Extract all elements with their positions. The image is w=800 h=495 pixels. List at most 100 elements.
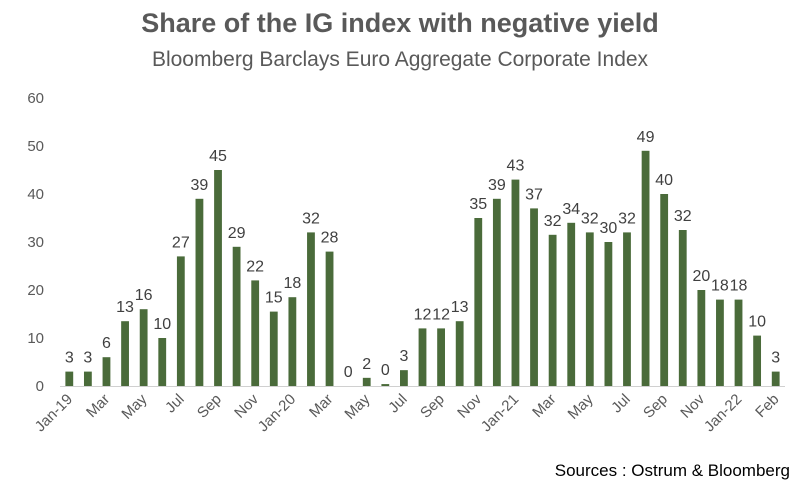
bar xyxy=(585,232,594,386)
bar xyxy=(641,150,650,386)
data-label: 32 xyxy=(302,210,320,227)
bar xyxy=(195,198,204,386)
bar xyxy=(660,194,669,386)
bar xyxy=(83,371,92,386)
x-tick-label: Mar xyxy=(83,391,113,421)
x-tick-label: Mar xyxy=(306,391,336,421)
x-tick-label: Sep xyxy=(194,391,225,422)
bar xyxy=(511,179,520,386)
bar xyxy=(139,309,148,386)
bar xyxy=(437,328,445,386)
bar xyxy=(251,280,260,386)
bar xyxy=(176,256,185,386)
bar xyxy=(214,170,222,386)
data-label: 3 xyxy=(399,348,408,365)
data-label: 18 xyxy=(711,278,729,295)
bar xyxy=(492,198,501,386)
x-tick-label: Nov xyxy=(231,390,262,421)
data-label: 20 xyxy=(692,268,710,285)
data-label: 3 xyxy=(83,350,92,367)
x-tick-label: Jan-19 xyxy=(32,391,76,435)
source-note: Sources : Ostrum & Bloomberg xyxy=(554,461,790,480)
bar xyxy=(771,371,780,386)
x-tick-label: Jul xyxy=(162,391,188,417)
data-label: 12 xyxy=(432,306,450,323)
data-label: 39 xyxy=(191,177,209,194)
bar xyxy=(678,230,687,386)
data-label: 18 xyxy=(730,278,748,295)
chart-title: Share of the IG index with negative yiel… xyxy=(141,8,659,38)
x-tick-label: Sep xyxy=(417,391,448,422)
bar xyxy=(381,384,390,386)
data-label: 32 xyxy=(544,213,562,230)
bar xyxy=(102,357,111,386)
x-tick-label: Jan-21 xyxy=(478,391,522,435)
bar xyxy=(325,251,334,386)
data-label: 39 xyxy=(488,177,506,194)
data-label: 32 xyxy=(618,210,636,227)
x-tick-label: Jan-22 xyxy=(701,391,745,435)
x-tick-label: Jan-20 xyxy=(255,391,299,435)
bar xyxy=(716,299,724,386)
bar xyxy=(232,246,241,386)
y-tick-label: 50 xyxy=(27,138,44,155)
data-label: 6 xyxy=(102,335,111,352)
bar xyxy=(400,370,408,386)
data-label: 12 xyxy=(414,306,432,323)
bar xyxy=(288,297,297,386)
data-label: 34 xyxy=(562,201,580,218)
bar xyxy=(307,232,315,386)
data-label: 22 xyxy=(246,258,264,275)
bar xyxy=(697,290,706,386)
bar xyxy=(158,338,167,386)
y-tick-label: 60 xyxy=(27,90,44,107)
data-label: 16 xyxy=(135,287,153,304)
data-label: 49 xyxy=(637,129,655,146)
data-label: 13 xyxy=(116,299,134,316)
data-label: 18 xyxy=(283,275,301,292)
data-label: 32 xyxy=(674,208,692,225)
bar xyxy=(567,222,576,386)
data-label: 28 xyxy=(321,230,339,247)
data-label: 43 xyxy=(507,158,525,175)
bar xyxy=(65,371,74,386)
y-tick-label: 0 xyxy=(36,378,44,395)
data-label: 10 xyxy=(153,316,171,333)
data-label: 13 xyxy=(451,299,469,316)
bar xyxy=(455,321,464,386)
data-label: 2 xyxy=(362,356,371,373)
data-label: 10 xyxy=(748,314,766,331)
bar xyxy=(623,232,631,386)
data-label: 0 xyxy=(381,362,390,379)
bar xyxy=(530,208,538,386)
data-label: 45 xyxy=(209,148,227,165)
bar xyxy=(548,234,557,386)
data-label: 35 xyxy=(469,196,487,213)
x-tick-label: May xyxy=(118,390,150,422)
bar xyxy=(362,377,371,386)
x-tick-label: May xyxy=(341,390,373,422)
data-label: 3 xyxy=(65,350,74,367)
bar xyxy=(734,299,743,386)
bar xyxy=(269,311,278,386)
y-tick-label: 40 xyxy=(27,186,44,203)
x-tick-label: Nov xyxy=(677,390,708,421)
y-tick-label: 20 xyxy=(27,282,44,299)
bar xyxy=(604,242,613,386)
x-tick-label: Nov xyxy=(454,390,485,421)
x-tick-label: Jul xyxy=(608,391,634,417)
data-label: 40 xyxy=(655,172,673,189)
y-tick-label: 10 xyxy=(27,330,44,347)
x-tick-label: Sep xyxy=(640,391,671,422)
data-label: 15 xyxy=(265,290,283,307)
data-label: 30 xyxy=(599,220,617,237)
x-tick-label: Jul xyxy=(385,391,411,417)
data-label: 3 xyxy=(771,350,780,367)
x-tick-label: May xyxy=(565,390,597,422)
x-tick-label: Feb xyxy=(752,391,782,421)
data-label: 0 xyxy=(344,364,353,381)
data-label: 32 xyxy=(581,210,599,227)
data-label: 37 xyxy=(525,186,543,203)
bar xyxy=(474,218,483,386)
